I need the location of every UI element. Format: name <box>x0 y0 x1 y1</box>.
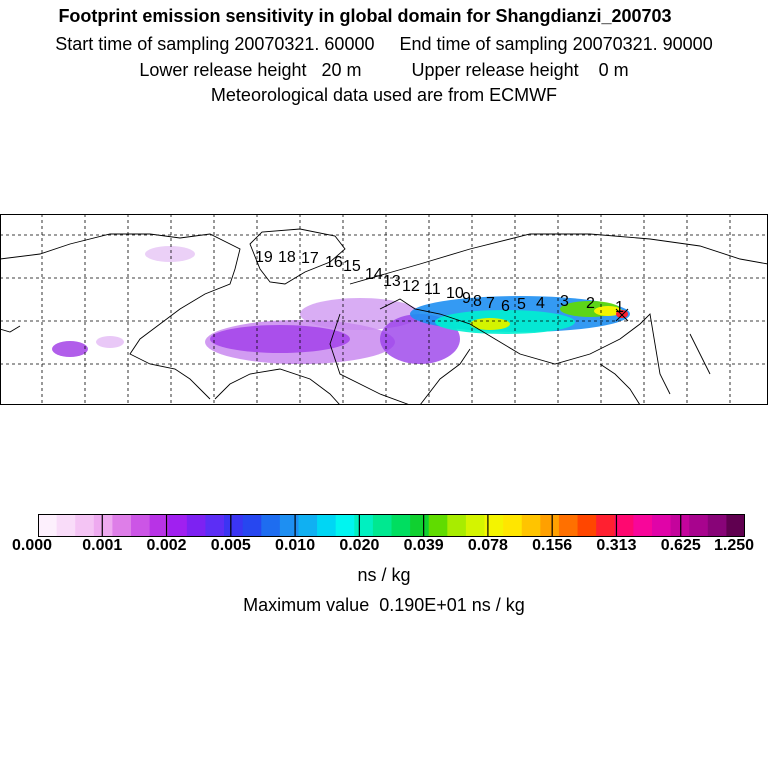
colorbar-tick-label: 0.625 <box>660 537 701 554</box>
trajectory-label-15: 15 <box>343 258 361 275</box>
trajectory-label-9: 9 <box>462 290 471 307</box>
colorbar-cell <box>484 514 504 537</box>
colorbar-cell <box>503 514 523 537</box>
trajectory-label-4: 4 <box>536 295 545 312</box>
colorbar-cell <box>465 514 486 537</box>
colorbar-cell <box>242 514 262 537</box>
colorbar-cell <box>75 514 95 537</box>
world-map: 1 2 3 4 5 6 7 8 9 10 11 12 13 14 15 16 1… <box>0 214 768 405</box>
colorbar-cell <box>410 514 430 537</box>
trajectory-label-17: 17 <box>301 250 319 267</box>
trajectory-label-3: 3 <box>560 293 569 310</box>
trajectory-label-6: 6 <box>501 298 510 315</box>
graticule <box>0 214 768 405</box>
colorbar-cell <box>131 514 151 537</box>
colorbar-cell <box>205 514 225 537</box>
trajectory-label-1: 1 <box>615 299 624 316</box>
max-value-text: Maximum value 0.190E+01 ns / kg <box>243 595 525 615</box>
trajectory-labels: 1 2 3 4 5 6 7 8 9 10 11 12 13 14 15 16 1… <box>255 249 624 316</box>
colorbar-cell <box>540 514 560 537</box>
trajectory-label-18: 18 <box>278 249 296 266</box>
map-title: Footprint emission sensitivity in global… <box>58 6 672 26</box>
colorbar-cell <box>261 514 281 537</box>
trajectory-label-8: 8 <box>473 293 482 310</box>
colorbar-frame <box>38 514 745 537</box>
colorbar-cell <box>317 514 337 537</box>
release-height-line: Lower release height 20 m Upper release … <box>139 60 629 80</box>
colorbar-cell <box>726 514 745 537</box>
colorbar-cell <box>614 514 634 537</box>
release-point-marker <box>615 308 629 322</box>
colorbar-tick-label: 0.156 <box>532 537 573 554</box>
colorbar-cell <box>707 514 727 537</box>
colorbar-cell <box>279 514 300 537</box>
colorbar-tick-label: 1.250 <box>713 537 755 554</box>
colorbar-tick-label: 0.039 <box>403 537 444 554</box>
colorbar-tick-label: 0.313 <box>596 537 637 554</box>
colorbar-tick-label: 0.078 <box>467 537 508 554</box>
colorbar-cell <box>689 514 709 537</box>
colorbar-cell <box>596 514 616 537</box>
colorbar-cell <box>651 514 672 537</box>
colorbar-tick-label: 0.002 <box>146 537 187 554</box>
colorbar-tick-label: 0.005 <box>210 537 251 554</box>
trajectory-label-10: 10 <box>446 285 464 302</box>
colorbar-cell <box>56 514 76 537</box>
colorbar-major-dividers <box>101 514 682 537</box>
colorbar-unit: ns / kg <box>357 565 411 585</box>
colorbar-cell <box>149 514 169 537</box>
colorbar-tick-labels: 0.000 0.001 0.002 0.005 0.010 0.020 0.039 0.078… <box>0 537 768 559</box>
trajectory-label-11: 11 <box>424 281 441 298</box>
colorbar-tick-label: 0.010 <box>275 537 316 554</box>
trajectory-label-14: 14 <box>365 266 383 283</box>
colorbar-cell <box>298 514 318 537</box>
colorbar-cell <box>354 514 374 537</box>
trajectory-label-13: 13 <box>383 273 401 290</box>
colorbar-cell <box>335 514 355 537</box>
colorbar-cell <box>633 514 653 537</box>
meteo-data-line: Meteorological data used are from ECMWF <box>210 85 558 105</box>
colorbar-cell <box>577 514 597 537</box>
colorbar-cell <box>372 514 393 537</box>
colorbar-tick-label: 0.000 <box>11 537 53 554</box>
colorbar-cell <box>224 514 244 537</box>
colorbar-cell <box>428 514 448 537</box>
colorbar-cell <box>558 514 579 537</box>
sampling-time-line: Start time of sampling 20070321. 60000 E… <box>55 34 713 54</box>
colorbar-tick-label: 0.001 <box>82 537 123 554</box>
trajectory-label-2: 2 <box>586 295 595 312</box>
trajectory-label-12: 12 <box>402 278 420 295</box>
colorbar-cell <box>93 514 114 537</box>
colorbar-tick-label: 0.020 <box>339 537 380 554</box>
colorbar-cell <box>521 514 541 537</box>
colorbar-cell <box>186 514 207 537</box>
colorbar-cell <box>112 514 132 537</box>
colorbar-cells <box>38 514 745 537</box>
colorbar <box>38 514 745 537</box>
trajectory-label-16: 16 <box>325 254 343 271</box>
colorbar-cell <box>391 514 411 537</box>
colorbar-cell <box>168 514 188 537</box>
colorbar-cell <box>38 514 58 537</box>
trajectory-label-19: 19 <box>255 249 273 266</box>
trajectory-label-7: 7 <box>486 295 495 312</box>
colorbar-cell <box>447 514 467 537</box>
trajectory-label-5: 5 <box>517 296 526 313</box>
